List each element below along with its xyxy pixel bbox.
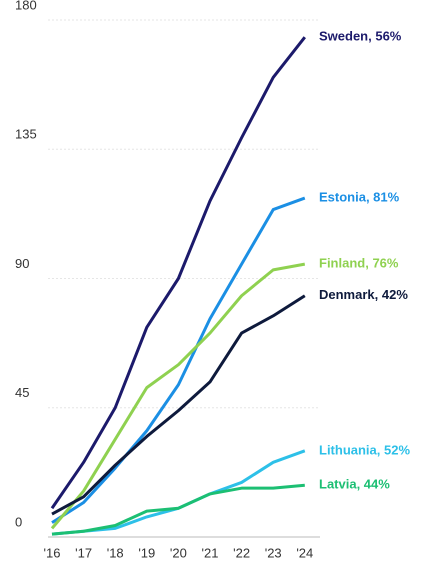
- y-tick-label: 135: [15, 127, 37, 142]
- x-tick-label: '23: [265, 545, 282, 560]
- series-label: Sweden, 56%: [319, 29, 402, 44]
- series-line: [51, 196, 306, 524]
- series-line: [50, 36, 306, 510]
- y-tick-label: 45: [15, 385, 29, 400]
- series-line: [51, 294, 306, 516]
- y-tick-label: 180: [15, 0, 37, 12]
- x-tick-label: '18: [107, 545, 124, 560]
- series-label: Finland, 76%: [319, 256, 399, 271]
- y-tick-label: 0: [15, 514, 22, 529]
- series-label: Lithuania, 52%: [319, 442, 410, 457]
- x-tick-label: '16: [44, 545, 61, 560]
- series-line: [50, 262, 306, 530]
- x-tick-label: '24: [296, 545, 313, 560]
- x-tick-label: '21: [202, 545, 219, 560]
- series-line: [51, 483, 305, 536]
- x-tick-label: '19: [138, 545, 155, 560]
- series-label: Estonia, 81%: [319, 190, 400, 205]
- x-tick-label: '20: [170, 545, 187, 560]
- y-tick-label: 90: [15, 256, 29, 271]
- x-tick-label: '22: [233, 545, 250, 560]
- x-tick-label: '17: [75, 545, 92, 560]
- series-label: Latvia, 44%: [319, 477, 390, 492]
- series-label: Denmark, 42%: [319, 287, 408, 302]
